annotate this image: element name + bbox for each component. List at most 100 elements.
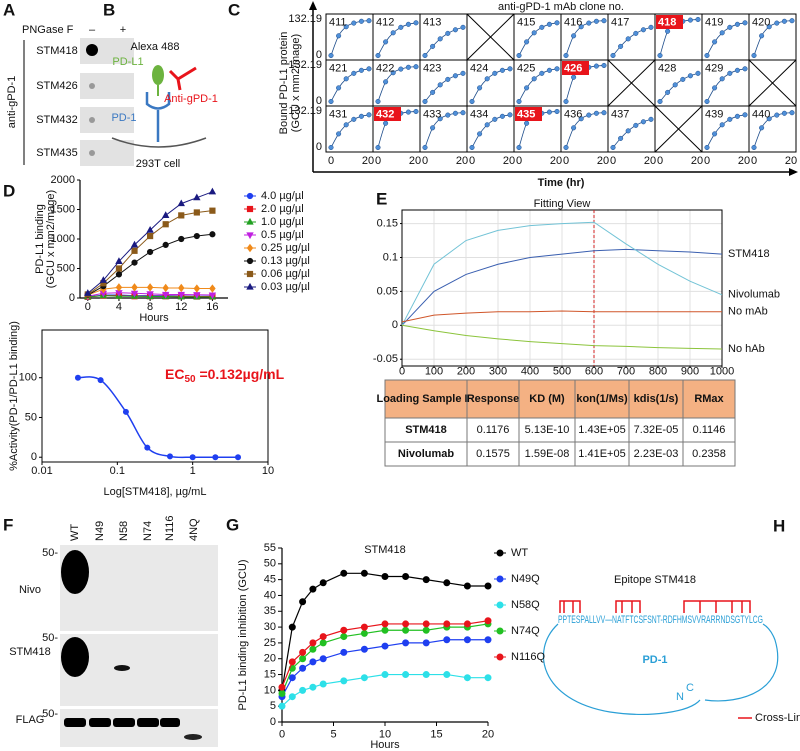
pd-1-loop — [542, 623, 779, 715]
marker — [299, 664, 307, 672]
x-tick-label: 0 — [279, 728, 285, 740]
marker — [751, 144, 757, 151]
marker — [422, 576, 430, 584]
y-axis-label: %Activity(PD-1/PD-L1 binding) — [8, 321, 20, 471]
marker — [492, 70, 498, 76]
clone-label: 423 — [423, 62, 441, 74]
marker — [477, 131, 483, 137]
x-tick-label: 0 — [563, 155, 569, 167]
panel-letter: A — [3, 0, 15, 19]
clone-label: 436 — [564, 108, 582, 120]
marker — [742, 20, 748, 26]
lane-label: N74 — [142, 521, 154, 541]
marker — [484, 617, 492, 625]
y-tick-label: 132.19 — [288, 59, 322, 71]
marker — [719, 30, 725, 36]
cell-text: 0.1176 — [477, 424, 510, 436]
legend-label: 0.5 µg/µl — [261, 229, 304, 241]
marker — [381, 671, 389, 679]
cell-text: 1.41E+05 — [578, 448, 625, 460]
x-tick-label: 10 — [379, 728, 391, 740]
marker — [375, 98, 381, 105]
marker — [351, 70, 357, 76]
marker — [309, 639, 317, 647]
marker — [375, 144, 381, 151]
x-axis-label: Time (hr) — [538, 177, 585, 189]
marker — [789, 110, 795, 116]
marker — [452, 27, 458, 33]
marker — [610, 144, 616, 151]
marker — [437, 116, 443, 122]
x-tick-label: 15 — [430, 728, 442, 740]
marker — [358, 113, 364, 119]
legend-label: 0.25 µg/µl — [261, 242, 310, 254]
marker — [625, 128, 631, 134]
marker — [546, 21, 552, 27]
clone-label: 417 — [611, 16, 629, 28]
marker — [430, 125, 436, 131]
table-cell — [682, 417, 736, 443]
table-cell — [682, 441, 736, 467]
marker — [336, 131, 342, 137]
marker — [358, 18, 364, 24]
y-axis-label: PD-L1 binding — [34, 204, 46, 274]
marker — [531, 76, 537, 82]
band — [64, 718, 86, 727]
marker — [405, 109, 411, 115]
y-tick-label: -0.05 — [373, 353, 398, 365]
marker — [484, 76, 490, 82]
marker — [469, 144, 475, 151]
marker — [402, 671, 410, 679]
clone-label: 416 — [564, 16, 582, 28]
axis-arrow — [309, 1, 317, 10]
panel-letter: D — [3, 181, 15, 200]
marker — [381, 642, 389, 650]
y-axis-label: (GCU x mm2/mage) — [290, 34, 302, 132]
marker — [336, 33, 342, 39]
marker — [571, 33, 577, 39]
marker — [146, 283, 154, 292]
x-tick-label: 0 — [704, 155, 710, 167]
mw-marker: 50- — [42, 547, 58, 559]
marker — [360, 645, 368, 653]
series-line — [401, 221, 723, 326]
clone-label: 437 — [611, 108, 629, 120]
receptor-label: PD-1 — [111, 112, 136, 124]
dot — [89, 117, 95, 123]
x-tick-label: 20 — [785, 155, 797, 167]
marker — [443, 579, 451, 587]
marker — [734, 113, 740, 119]
marker — [492, 116, 498, 122]
marker — [601, 62, 607, 69]
lane-label: WT — [69, 524, 81, 541]
y-tick-label: 35 — [264, 605, 276, 617]
panel-letter: F — [3, 515, 13, 534]
blot-label: Nivo — [19, 584, 41, 596]
y-tick-label: 0.1 — [383, 251, 398, 263]
band — [89, 718, 111, 727]
marker — [704, 144, 710, 151]
marker — [719, 76, 725, 82]
chart-title: Fitting View — [534, 198, 591, 210]
marker — [402, 620, 410, 628]
band — [184, 734, 202, 740]
marker — [463, 620, 471, 628]
y-tick-label: 10 — [264, 684, 276, 696]
marker — [499, 113, 505, 119]
marker — [328, 52, 334, 59]
cell-text: 1.59E-08 — [525, 448, 570, 460]
membrane — [111, 137, 207, 148]
x-tick-label: 0 — [751, 155, 757, 167]
header-text: KD (M) — [529, 393, 565, 405]
x-tick-label: 0 — [328, 155, 334, 167]
clone-label: 424 — [470, 62, 488, 74]
marker — [648, 24, 654, 30]
marker — [381, 626, 389, 634]
table-cell — [518, 417, 576, 443]
marker — [309, 585, 317, 593]
marker — [742, 66, 748, 72]
marker — [563, 98, 569, 105]
marker — [97, 377, 104, 384]
annotation-part: =0.132µg/mL — [196, 366, 285, 382]
panel-letter: C — [228, 0, 240, 19]
